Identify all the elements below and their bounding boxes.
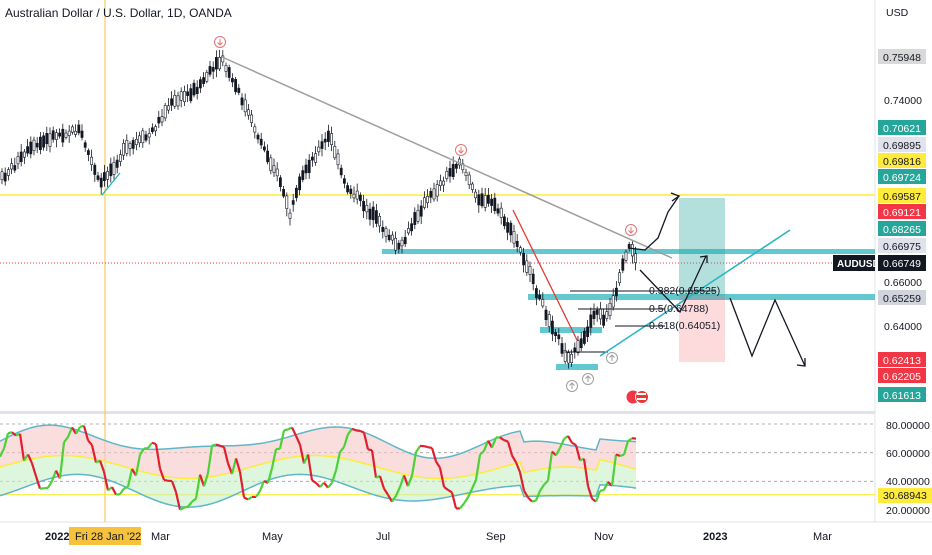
price-badge: 0.62413 [878,352,926,367]
rsi-line-segment [620,455,624,456]
price-badge: 0.75948 [878,49,926,64]
rsi-line-segment [152,443,156,444]
fib-label-0618: 0.618(0.64051) [649,320,720,332]
rsi-line-segment [212,444,216,445]
rsi-line-segment [216,444,220,445]
time-label: Sep [486,531,506,543]
rsi-line-segment [184,507,188,508]
rsi-line-segment [428,447,432,448]
arrow-up-marker-icon[interactable] [567,381,578,392]
rsi-line-segment [284,429,288,430]
rsi-tick: 40.00000 [886,476,930,488]
last-price: 0.66749 [883,258,921,270]
flag-icon[interactable] [627,391,649,404]
time-label: 2023 [703,531,727,543]
price-badge: 0.66975 [878,238,926,253]
svg-text:0.69724: 0.69724 [883,172,921,184]
svg-text:0.62413: 0.62413 [883,355,921,367]
price-badge: 0.65259 [878,290,926,305]
rsi-line-segment [424,446,428,447]
time-label: Mar [151,531,170,543]
price-badge: 0.69895 [878,137,926,152]
time-label: 2022 [45,531,69,543]
rsi-value: 30.68943 [883,490,927,502]
price-badge: 0.62205 [878,368,926,383]
rsi-tick: 80.00000 [886,420,930,432]
svg-text:0.69816: 0.69816 [883,156,921,168]
svg-text:0.68265: 0.68265 [883,224,921,236]
rsi-line-segment [600,490,604,491]
time-label: Nov [594,531,614,543]
symbol-tag: AUDUSD [837,259,880,270]
crosshair-date: Fri 28 Jan '22 [75,531,141,543]
price-badge: 0.70621 [878,120,926,135]
price-badge: 0.69587 [878,188,926,203]
price-badge: 0.68265 [878,221,926,236]
rsi-line-segment [504,440,508,441]
svg-text:0.65259: 0.65259 [883,293,921,305]
arrow-down-marker-icon[interactable] [215,37,226,48]
arrow-up-marker-icon[interactable] [607,353,618,364]
rsi-line-segment [352,429,356,430]
svg-text:0.70621: 0.70621 [883,123,921,135]
currency-label: USD [886,7,909,19]
rsi-line-segment [220,446,224,447]
price-pane[interactable] [0,0,875,411]
pane-separator[interactable] [0,411,875,414]
arrow-up-marker-icon[interactable] [583,374,594,385]
svg-text:0.69587: 0.69587 [883,191,921,203]
price-tick: 0.66000 [884,277,922,289]
symbol-title[interactable]: Australian Dollar / U.S. Dollar, 1D, OAN… [5,6,232,20]
long-position-profit-zone[interactable] [679,198,725,296]
svg-text:0.61613: 0.61613 [883,390,921,402]
price-badge: 0.69121 [878,204,926,219]
svg-text:0.66975: 0.66975 [883,241,921,253]
svg-text:0.75948: 0.75948 [883,52,921,64]
svg-text:0.62205: 0.62205 [883,371,921,383]
price-tick: 0.64000 [884,321,922,333]
rsi-tick: 60.00000 [886,448,930,460]
support-zone-bottom[interactable] [556,364,598,370]
resistance-zone[interactable] [382,249,875,254]
time-label: Mar [813,531,832,543]
price-badge: 0.69724 [878,169,926,184]
time-label: May [262,531,283,543]
rsi-line-segment [616,454,620,456]
fib-label-05: 0.5(0.64788) [649,303,709,315]
candle [235,77,237,95]
arrow-down-marker-icon[interactable] [456,145,467,156]
rsi-tick: 20.00000 [886,505,930,517]
price-badge: 0.61613 [878,387,926,402]
price-tick: 0.74000 [884,95,922,107]
rsi-line-segment [532,501,536,502]
rsi-line-segment [368,449,372,450]
svg-text:0.69895: 0.69895 [883,140,921,152]
price-badge: 0.69816 [878,153,926,168]
rsi-line-segment [164,480,168,481]
arrow-down-marker-icon[interactable] [626,225,637,236]
svg-text:0.69121: 0.69121 [883,207,921,219]
rsi-line-segment [356,430,360,431]
time-label: Jul [376,531,390,543]
rsi-line-segment [124,487,128,489]
rsi-line-segment [360,431,364,433]
